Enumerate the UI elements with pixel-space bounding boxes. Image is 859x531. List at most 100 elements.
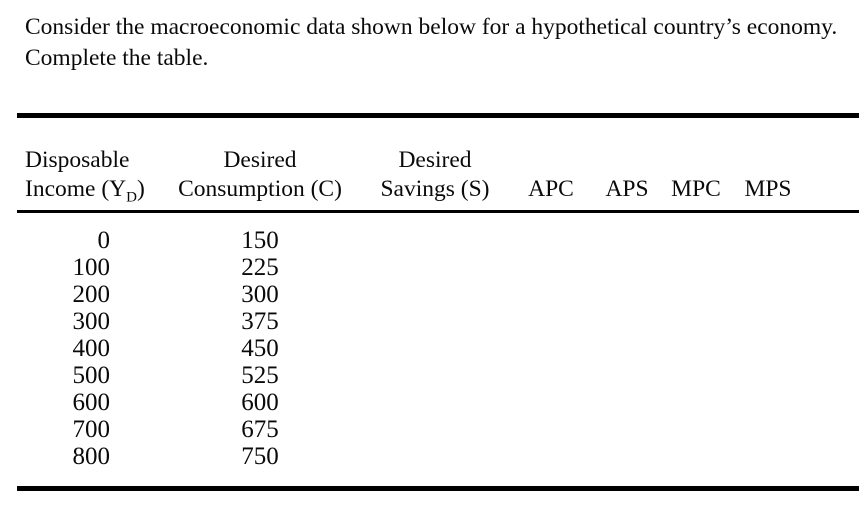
cell-mps	[725, 335, 811, 362]
cell-aps	[587, 335, 667, 362]
header-desired-consumption: Desired Consumption (C)	[165, 118, 355, 211]
cell-mps	[725, 308, 811, 335]
cell-consumption: 600	[241, 388, 279, 416]
cell-yd: 300	[72, 307, 111, 335]
table-row: 500 525	[17, 362, 859, 389]
cell-consumption: 450	[241, 334, 279, 362]
cell-filler	[811, 335, 859, 362]
cell-mps	[725, 281, 811, 308]
cell-savings	[355, 254, 515, 281]
cell-filler	[811, 443, 859, 486]
cell-filler	[811, 211, 859, 254]
cell-mpc	[667, 254, 725, 281]
macro-data-table: Disposable Income (YD) Desired Consumpti…	[17, 118, 859, 486]
cell-apc	[515, 362, 587, 389]
question-text-line-1: Consider the macroeconomic data shown be…	[25, 14, 838, 40]
header-filler	[811, 118, 859, 211]
cell-mps	[725, 211, 811, 254]
cell-mpc	[667, 211, 725, 254]
header-desired-savings: Desired Savings (S)	[355, 118, 515, 211]
header-mps: MPS	[744, 175, 792, 202]
cell-yd: 100	[72, 253, 111, 281]
cell-mpc	[667, 416, 725, 443]
cell-aps	[587, 416, 667, 443]
cell-consumption: 750	[241, 442, 279, 470]
cell-apc	[515, 335, 587, 362]
cell-savings	[355, 335, 515, 362]
cell-mps	[725, 416, 811, 443]
cell-filler	[811, 254, 859, 281]
cell-savings	[355, 389, 515, 416]
table-row: 700 675	[17, 416, 859, 443]
header-desired-consumption-line2: Consumption (C)	[178, 175, 342, 202]
cell-aps	[587, 254, 667, 281]
cell-mpc	[667, 389, 725, 416]
cell-aps	[587, 443, 667, 486]
cell-yd: 500	[72, 361, 111, 389]
cell-mpc	[667, 308, 725, 335]
cell-aps	[587, 211, 667, 254]
cell-aps	[587, 308, 667, 335]
cell-savings	[355, 443, 515, 486]
table-row: 400 450	[17, 335, 859, 362]
yd-subscript: D	[126, 189, 137, 206]
cell-mpc	[667, 362, 725, 389]
cell-yd: 700	[72, 415, 111, 443]
cell-mps	[725, 254, 811, 281]
cell-savings	[355, 362, 515, 389]
cell-consumption: 675	[241, 415, 279, 443]
cell-apc	[515, 308, 587, 335]
cell-yd: 800	[72, 442, 111, 470]
cell-mps	[725, 443, 811, 486]
cell-filler	[811, 308, 859, 335]
cell-mpc	[667, 335, 725, 362]
cell-consumption: 225	[241, 253, 279, 281]
header-apc: APC	[528, 175, 574, 202]
header-mpc: MPC	[671, 175, 721, 202]
header-row: Disposable Income (YD) Desired Consumpti…	[17, 118, 859, 211]
table-row: 200 300	[17, 281, 859, 308]
cell-yd: 200	[72, 280, 111, 308]
cell-apc	[515, 389, 587, 416]
header-desired-savings-line1: Desired	[398, 146, 472, 173]
macro-data-table-container: Disposable Income (YD) Desired Consumpti…	[17, 113, 859, 491]
cell-aps	[587, 389, 667, 416]
cell-aps	[587, 281, 667, 308]
header-disposable-income-line2: Income (YD)	[25, 175, 145, 206]
cell-filler	[811, 389, 859, 416]
cell-mps	[725, 389, 811, 416]
cell-consumption: 150	[241, 226, 279, 254]
cell-yd: 600	[72, 388, 111, 416]
header-disposable-income: Disposable Income (YD)	[17, 118, 165, 211]
header-desired-savings-line2: Savings (S)	[380, 175, 490, 202]
cell-mpc	[667, 281, 725, 308]
cell-consumption: 375	[241, 307, 279, 335]
cell-savings	[355, 211, 515, 254]
cell-apc	[515, 254, 587, 281]
table-row: 300 375	[17, 308, 859, 335]
cell-savings	[355, 308, 515, 335]
header-desired-consumption-line1: Desired	[223, 146, 297, 173]
cell-savings	[355, 416, 515, 443]
cell-savings	[355, 281, 515, 308]
cell-apc	[515, 443, 587, 486]
cell-apc	[515, 211, 587, 254]
table-row: 600 600	[17, 389, 859, 416]
table-row: 800 750	[17, 443, 859, 486]
header-disposable-income-line1: Disposable	[25, 146, 130, 173]
question-text-line-2: Complete the table.	[25, 45, 209, 71]
cell-mpc	[667, 443, 725, 486]
cell-yd: 400	[72, 334, 111, 362]
cell-filler	[811, 281, 859, 308]
cell-apc	[515, 281, 587, 308]
cell-filler	[811, 362, 859, 389]
table-row: 100 225	[17, 254, 859, 281]
cell-mps	[725, 362, 811, 389]
cell-consumption: 525	[241, 361, 279, 389]
cell-aps	[587, 362, 667, 389]
cell-filler	[811, 416, 859, 443]
table-row: 0 150	[17, 211, 859, 254]
question-text: Consider the macroeconomic data shown be…	[25, 12, 837, 74]
cell-apc	[515, 416, 587, 443]
